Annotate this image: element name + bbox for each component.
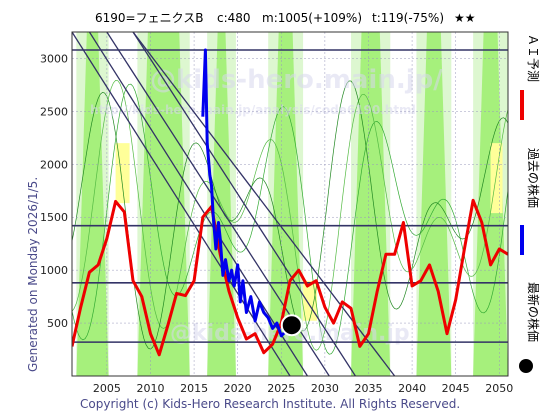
y-tick-1000: 1000 xyxy=(40,264,68,277)
grid xyxy=(72,32,508,376)
copyright-footer: Copyright (c) Kids-Hero Research Institu… xyxy=(80,397,460,411)
x-tick-2005: 2005 xyxy=(93,382,121,395)
series-lines xyxy=(72,48,508,357)
latest-price-marker xyxy=(280,314,303,337)
x-tick-2045: 2045 xyxy=(442,382,470,395)
y-tick-2000: 2000 xyxy=(40,158,68,171)
band-3 xyxy=(268,32,304,376)
band-yellow-2 xyxy=(303,280,318,321)
band-5 xyxy=(416,32,452,376)
legend-past-swatch xyxy=(520,225,524,255)
y-tick-3000: 3000 xyxy=(40,52,68,65)
plot-area: @kids-hero.main.jp/ http://kids-hero.mai… xyxy=(72,32,508,376)
x-axis-ticks: 2005 2010 2015 2020 2025 2030 2035 2040 2045 2050 xyxy=(93,382,513,395)
y-tick-500: 500 xyxy=(47,317,68,330)
y-tick-1500: 1500 xyxy=(40,211,68,224)
y-tick-2500: 2500 xyxy=(40,105,68,118)
x-tick-2025: 2025 xyxy=(267,382,295,395)
legend-forecast-label: ＡＩ予測 xyxy=(526,34,540,82)
legend: ＡＩ予測 過去の株価 最新の株価 xyxy=(519,34,541,373)
legend-forecast-swatch xyxy=(520,90,524,120)
plot-frame xyxy=(71,31,509,377)
indicator-wave-1 xyxy=(72,80,508,351)
legend-latest-label: 最新の株価 xyxy=(526,282,541,342)
x-tick-2015: 2015 xyxy=(180,382,208,395)
header-target-forecast: t:119(-75%) xyxy=(372,11,444,25)
header-stars: ★★ xyxy=(454,11,476,25)
watermark-1: @kids-hero.main.jp/ xyxy=(150,65,443,95)
x-tick-2030: 2030 xyxy=(311,382,339,395)
band-yellow-1 xyxy=(115,143,130,204)
header-current-price: c:480 xyxy=(217,11,251,25)
x-tick-2020: 2020 xyxy=(224,382,252,395)
generated-note: Generated on Monday 2026/1/5. xyxy=(26,177,40,372)
y-axis-ticks: 500 1000 1500 2000 2500 3000 xyxy=(40,52,68,330)
watermark-2: http://kids-hero.main.jp/analysis/code61… xyxy=(90,103,416,117)
band-4 xyxy=(351,32,391,376)
indicator-wave-2 xyxy=(72,80,508,350)
forecast-line xyxy=(72,198,508,357)
band-yellow-3 xyxy=(490,143,503,214)
x-tick-2050: 2050 xyxy=(485,382,513,395)
legend-latest-marker xyxy=(519,359,533,373)
indicator-wave-0 xyxy=(72,83,508,355)
x-tick-2035: 2035 xyxy=(354,382,382,395)
header-mid-forecast: m:1005(+109%) xyxy=(262,11,362,25)
legend-past-label: 過去の株価 xyxy=(526,148,541,208)
header-code-name: 6190=フェニクスB xyxy=(95,11,203,25)
trend-line-4 xyxy=(132,32,396,376)
x-tick-2010: 2010 xyxy=(136,382,164,395)
trend-line-3 xyxy=(132,32,356,376)
trend-line-1 xyxy=(88,32,308,376)
past-price-line xyxy=(201,48,292,338)
x-tick-2040: 2040 xyxy=(398,382,426,395)
